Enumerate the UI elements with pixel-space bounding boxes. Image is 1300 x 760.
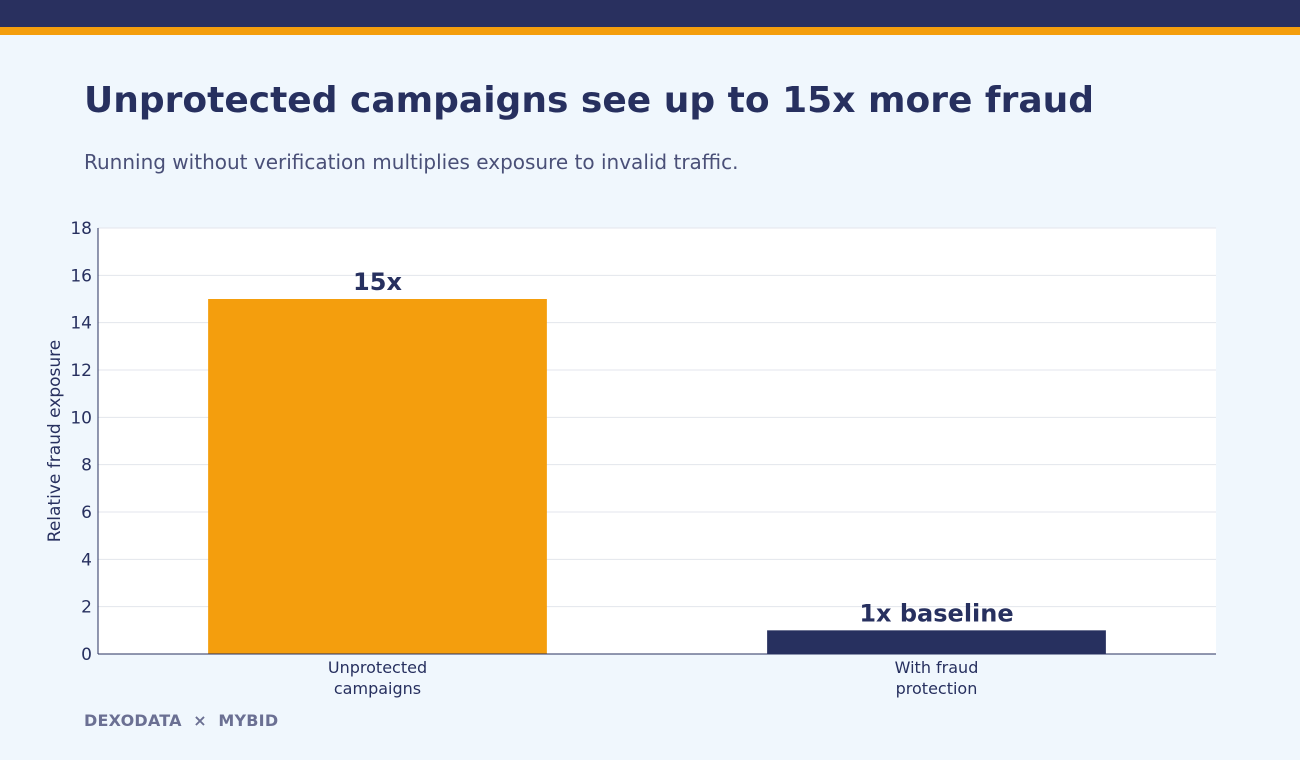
header-bar bbox=[0, 0, 1300, 27]
y-tick-label: 10 bbox=[70, 408, 92, 428]
brand-separator: × bbox=[193, 711, 207, 730]
accent-stripe bbox=[0, 27, 1300, 35]
bars bbox=[208, 299, 1106, 654]
y-tick-labels: 0 2 4 6 8 10 12 14 16 18 bbox=[70, 219, 92, 665]
bar bbox=[208, 299, 547, 654]
page-title: Unprotected campaigns see up to 15x more… bbox=[84, 80, 1095, 121]
y-axis-title: Relative fraud exposure bbox=[45, 340, 65, 542]
y-tick-label: 8 bbox=[81, 456, 92, 476]
page-subtitle: Running without verification multiplies … bbox=[84, 150, 739, 174]
y-tick-label: 18 bbox=[70, 219, 92, 239]
bar-value-label: 15x bbox=[353, 268, 402, 296]
bar bbox=[767, 630, 1106, 654]
y-tick-label: 2 bbox=[81, 598, 92, 618]
x-tick-label: Unprotected campaigns bbox=[328, 658, 427, 698]
y-tick-label: 0 bbox=[81, 645, 92, 665]
x-tick-labels: Unprotected campaigns With fraud protection bbox=[328, 658, 978, 698]
brand-mybid: MYBID bbox=[218, 711, 279, 730]
brand-footer: DEXODATA × MYBID bbox=[84, 711, 278, 730]
data-labels: 15x 1x baseline bbox=[353, 268, 1014, 627]
bar-value-label: 1x baseline bbox=[859, 599, 1013, 627]
y-tick-label: 12 bbox=[70, 361, 92, 381]
y-tick-label: 6 bbox=[81, 503, 92, 523]
y-tick-label: 14 bbox=[70, 314, 92, 334]
brand-dexodata: DEXODATA bbox=[84, 711, 182, 730]
x-tick-label: With fraud protection bbox=[895, 658, 979, 698]
y-tick-label: 16 bbox=[70, 266, 92, 286]
y-tick-label: 4 bbox=[81, 550, 92, 570]
